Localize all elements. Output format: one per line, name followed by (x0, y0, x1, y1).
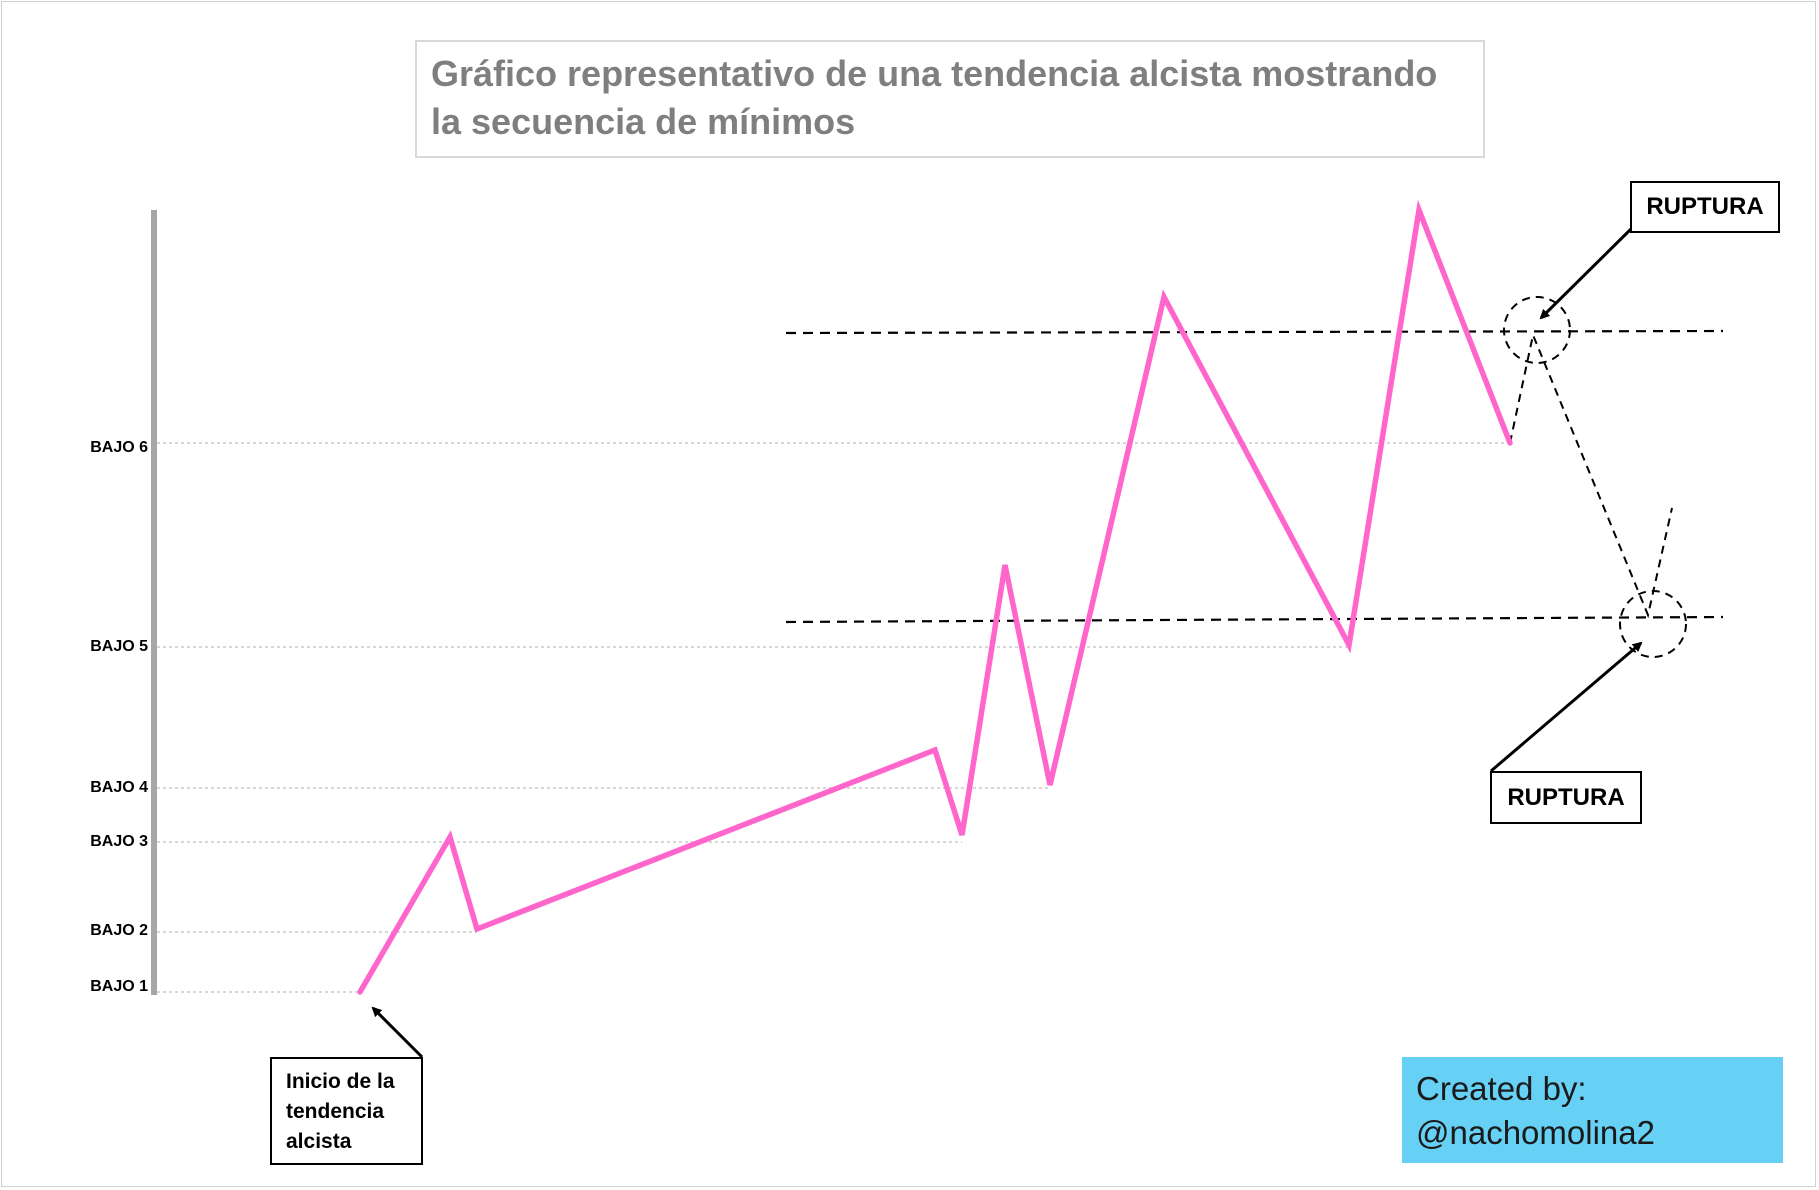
breakout-circle-top (1503, 296, 1571, 364)
title-box: Gráfico representativo de una tendencia … (415, 40, 1485, 158)
level-label-bajo-3: BAJO 3 (90, 833, 148, 850)
callout-ruptura-bottom: RUPTURA (1490, 771, 1642, 824)
arrow-inicio (371, 1006, 424, 1059)
callout-inicio-line-3: alcista (286, 1130, 352, 1153)
arrow-ruptura-bottom (1490, 641, 1643, 773)
callout-ruptura-top: RUPTURA (1630, 181, 1780, 233)
resistance-line (785, 329, 1724, 335)
credit-author: @nachomolina2 (1416, 1114, 1655, 1151)
level-guides (157, 442, 1510, 993)
support-line (785, 615, 1724, 624)
level-label-bajo-1: BAJO 1 (90, 978, 148, 995)
uptrend-zigzag-line (357, 199, 1513, 995)
title-line-2: la secuencia de mínimos (431, 101, 856, 142)
credit-line-1: Created by: (1416, 1070, 1587, 1107)
level-label-bajo-5: BAJO 5 (90, 638, 148, 655)
callout-inicio-tendencia: Inicio de la tendencia alcista (270, 1057, 423, 1165)
level-label-bajo-6: BAJO 6 (90, 439, 148, 456)
vertical-axis-bar (151, 210, 157, 995)
callout-inicio-line-2: tendencia (286, 1100, 385, 1123)
breakout-circle-bottom (1619, 590, 1687, 658)
title-line-1: Gráfico representativo de una tendencia … (431, 53, 1438, 94)
credit-box: Created by: @nachomolina2 (1402, 1057, 1783, 1163)
level-label-bajo-4: BAJO 4 (90, 779, 148, 796)
callout-inicio-line-1: Inicio de la (286, 1070, 395, 1093)
arrow-ruptura-top (1539, 227, 1633, 320)
level-label-bajo-2: BAJO 2 (90, 922, 148, 939)
projected-price-path (1509, 331, 1673, 619)
